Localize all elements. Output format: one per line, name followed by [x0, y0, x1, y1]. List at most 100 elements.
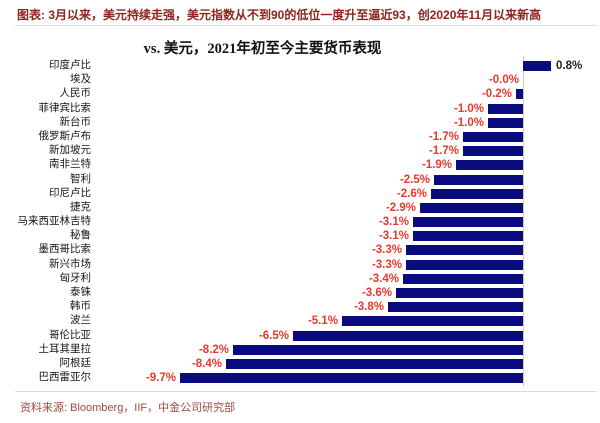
bar-track: -3.6% [97, 286, 600, 300]
chart-row: 俄罗斯卢布 -1.7% [0, 130, 600, 144]
category-label: 人民币 [59, 88, 92, 100]
bar [463, 146, 523, 157]
bar [413, 217, 523, 228]
bar [406, 245, 523, 256]
bar-track: -0.2% [97, 87, 600, 101]
bar-track: -8.4% [97, 357, 600, 371]
category-label: 韩币 [70, 301, 91, 313]
bar-track: -1.9% [97, 158, 600, 172]
bar [180, 373, 523, 384]
bar-track: -1.0% [97, 102, 600, 116]
value-label: -1.0% [453, 102, 484, 115]
chart-row: 智利 -2.5% [0, 173, 600, 187]
value-label: -3.3% [371, 244, 402, 257]
bar-track: -1.7% [97, 130, 600, 144]
category-label: 捷克 [70, 201, 91, 213]
source-note: 资料来源: Bloomberg，IIF，中金公司研究部 [20, 402, 236, 414]
chart-title: vs. 美元，2021年初至今主要货币表现 [143, 41, 382, 57]
bar-track: -2.5% [97, 173, 600, 187]
figure-caption: 图表: 3月以来，美元持续走强，美元指数从不到90的低位一度升至逼近93，创20… [17, 8, 542, 22]
bar-track: -9.7% [97, 371, 600, 385]
chart-row: 泰铢 -3.6% [0, 286, 600, 300]
chart-row: 新台币 -1.0% [0, 116, 600, 130]
bar [431, 188, 523, 199]
bar-track: -6.5% [97, 329, 600, 343]
category-label: 新台币 [59, 116, 92, 128]
chart-row: 人民币 -0.2% [0, 87, 600, 101]
category-label: 俄罗斯卢布 [38, 130, 92, 142]
bar [413, 231, 523, 242]
value-label: -3.4% [368, 272, 399, 285]
category-label: 哥伦比亚 [49, 329, 91, 341]
bar-track: 0.8% [97, 59, 600, 73]
chart-row: 匈牙利 -3.4% [0, 272, 600, 286]
bar-track: -3.8% [97, 300, 600, 314]
bar [488, 103, 523, 114]
top-divider [15, 25, 597, 26]
chart-row: 新加坡元 -1.7% [0, 144, 600, 158]
chart-row: 秘鲁 -3.1% [0, 229, 600, 243]
category-label: 智利 [70, 173, 91, 185]
value-label: -1.9% [421, 159, 452, 172]
value-label: -8.2% [198, 343, 229, 356]
chart-row: 印尼卢比 -2.6% [0, 187, 600, 201]
bar [516, 89, 523, 100]
bar [463, 131, 523, 142]
category-label: 秘鲁 [70, 230, 91, 242]
chart-row: 埃及 -0.0% [0, 73, 600, 87]
value-label: -2.6% [396, 187, 427, 200]
value-label: -0.0% [488, 74, 519, 87]
bar-chart: 印度卢比 0.8% 埃及 -0.0% 人民币 -0.2% 菲律宾比索 -1.0% 新台币 -1.0… [0, 56, 600, 387]
bar-track: -8.2% [97, 343, 600, 357]
bottom-divider [15, 391, 597, 392]
bar-track: -3.4% [97, 272, 600, 286]
category-label: 马来西亚林吉特 [17, 216, 92, 228]
value-label: -1.7% [428, 145, 459, 158]
category-label: 匈牙利 [59, 272, 92, 284]
chart-row: 哥伦比亚 -6.5% [0, 329, 600, 343]
chart-row: 南非兰特 -1.9% [0, 158, 600, 172]
value-label: -5.1% [307, 315, 338, 328]
value-label: -3.1% [378, 216, 409, 229]
bar [420, 202, 523, 213]
category-label: 印尼卢比 [49, 187, 91, 199]
bar [523, 61, 551, 71]
bar-track: -0.0% [97, 73, 600, 87]
bar [342, 316, 523, 327]
chart-row: 巴西雷亚尔 -9.7% [0, 371, 600, 385]
value-label: -3.1% [378, 230, 409, 243]
category-label: 巴西雷亚尔 [38, 372, 92, 384]
value-label: -3.8% [353, 301, 384, 314]
bar-track: -3.3% [97, 258, 600, 272]
category-label: 泰铢 [70, 287, 91, 298]
value-label: -2.5% [399, 173, 430, 186]
value-label: -1.0% [453, 116, 484, 129]
bar-track: -1.7% [97, 144, 600, 158]
value-label: -1.7% [428, 130, 459, 143]
bar-track: -1.0% [97, 116, 600, 130]
bar [406, 259, 523, 270]
bar-track: -3.1% [97, 215, 600, 229]
value-label: 0.8% [556, 60, 583, 72]
bar-track: -5.1% [97, 314, 600, 328]
value-label: -2.9% [385, 201, 416, 214]
bar-track: -3.1% [97, 229, 600, 243]
value-label: -3.3% [371, 258, 402, 271]
chart-row: 捷克 -2.9% [0, 201, 600, 215]
category-label: 新加坡元 [49, 145, 91, 157]
bar [388, 302, 523, 313]
category-label: 埃及 [70, 74, 91, 86]
value-label: -0.2% [481, 88, 512, 101]
category-label: 新兴市场 [49, 258, 91, 270]
category-label: 菲律宾比索 [38, 102, 92, 114]
chart-row: 波兰 -5.1% [0, 314, 600, 328]
bar-track: -2.9% [97, 201, 600, 215]
bar [226, 358, 523, 369]
chart-row: 新兴市场 -3.3% [0, 258, 600, 272]
category-label: 波兰 [70, 315, 91, 327]
value-label: -3.6% [361, 287, 392, 299]
bar [488, 117, 523, 128]
chart-row: 土耳其里拉 -8.2% [0, 343, 600, 357]
bar [396, 288, 523, 298]
chart-row: 韩币 -3.8% [0, 300, 600, 314]
